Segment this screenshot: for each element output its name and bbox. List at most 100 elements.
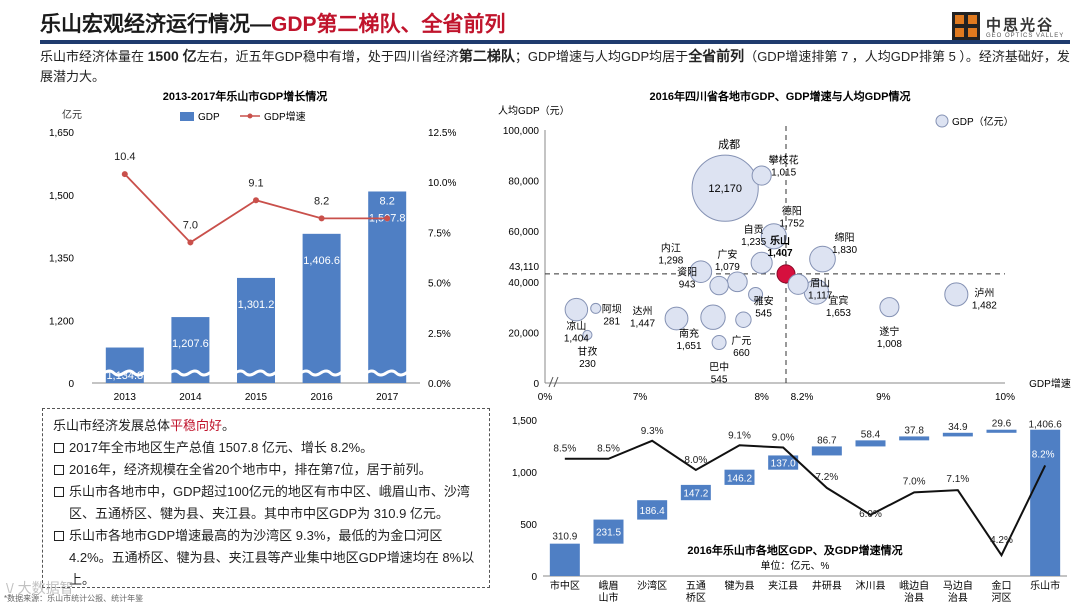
intro-paragraph: 乐山市经济体量在 1500 亿左右，近五年GDP稳中有增，处于四川省经济第二梯队…: [40, 48, 1070, 84]
city-gdp-label: 1,008: [877, 339, 902, 350]
x-tick-label: 9%: [876, 392, 891, 403]
city-bubble: [760, 223, 787, 250]
gdp-waterfall-bar: [768, 455, 799, 470]
growth-label: 4.2%: [990, 535, 1013, 546]
x-tick-label: 井研县: [812, 579, 842, 592]
gdp-value-label: 147.2: [683, 489, 708, 500]
growth-label: 8.5%: [553, 444, 576, 455]
gdp-value-label: 34.9: [948, 422, 968, 433]
city-gdp-label: 545: [755, 308, 772, 319]
growth-label: 7.0: [183, 219, 198, 231]
city-gdp-label: 660: [733, 348, 750, 359]
gdp-waterfall-bar: [899, 436, 930, 441]
city-bubble: [664, 306, 689, 331]
growth-label: 7.0%: [903, 476, 926, 487]
x-tick-label: 峨边自: [899, 579, 929, 592]
x-tick-label: 2016: [310, 392, 333, 403]
title-divider: [40, 40, 1070, 44]
chart-title: 2013-2017年乐山市GDP增长情况: [163, 89, 327, 103]
x-tick-label: 2015: [245, 392, 268, 403]
growth-label: 7.2%: [815, 472, 838, 483]
ref-x-label: 8.2%: [791, 392, 814, 403]
city-bubble: [711, 335, 727, 351]
city-bubble: [689, 260, 713, 283]
growth-line: [564, 439, 1047, 558]
gdp-waterfall-bar: [724, 469, 755, 485]
city-gdp-label: 1,830: [832, 245, 857, 256]
gdp-value-label: 37.8: [904, 425, 924, 436]
y-tick-label: 0: [531, 572, 537, 583]
gdp-value-label: 137.0: [771, 459, 796, 470]
city-name-label: 凉山: [566, 320, 586, 333]
gdp-value-label: 231.5: [596, 528, 621, 539]
city-gdp-label: 1,079: [715, 262, 740, 273]
x-tick-label: 犍为县: [725, 580, 755, 592]
city-bubble: [748, 286, 764, 302]
growth-label: 8.5%: [597, 444, 620, 455]
x-tick-label: 市中区: [550, 579, 580, 592]
growth-label: 8.2: [380, 195, 395, 207]
x-tick-label: 0%: [538, 392, 553, 403]
city-gdp-label: 943: [679, 280, 696, 291]
x-tick-label: 五通: [686, 580, 706, 592]
city-name-label: 泸州: [974, 287, 994, 299]
city-bubble: [590, 302, 602, 314]
gdp-value-label: 1,406.6: [1028, 420, 1062, 431]
x-tick-label: 2014: [179, 392, 202, 403]
ref-y-label: 43,110: [509, 262, 539, 273]
gdp-waterfall-bar: [811, 446, 842, 456]
gdp-waterfall-bar: [549, 543, 580, 576]
summary-box: 乐山市经济发展总体平稳向好。 2017年全市地区生产总值 1507.8 亿元、增…: [42, 408, 490, 588]
y-tick-label: 80,000: [508, 177, 539, 188]
city-gdp-label: 1,752: [779, 218, 804, 229]
city-bubble: [735, 311, 752, 328]
y-tick-label: 1,000: [512, 468, 537, 479]
data-source: *数据来源：乐山市统计公报、统计年鉴: [4, 594, 144, 603]
growth-label: 8.2: [314, 195, 329, 207]
x-tick-label: 治县: [948, 591, 968, 604]
city-bubble: [944, 282, 969, 307]
gdp-waterfall-bar: [637, 500, 668, 520]
city-gdp-label: 1,407: [767, 248, 792, 259]
gdp-bar: [368, 191, 407, 383]
gdp-bar-label: 1,207.6: [172, 338, 209, 350]
x-tick-label: 马边自: [943, 579, 973, 592]
growth-label: 8.0%: [684, 455, 707, 466]
city-bubble: [787, 273, 809, 295]
city-name-label: 巴中: [709, 361, 729, 374]
y-axis-label: 人均GDP（元）: [498, 105, 570, 117]
city-gdp-label: 1,651: [676, 341, 701, 352]
gdp-waterfall-bar: [855, 440, 886, 447]
axis-break-mark: [168, 369, 221, 377]
growth-point: [253, 197, 259, 204]
growth-label: 8.2%: [1032, 449, 1055, 460]
legend-marker-growth: [247, 113, 253, 119]
logo-text: 中思光谷: [986, 17, 1055, 34]
gdp-value-label: 310.9: [552, 532, 577, 543]
legend-bubble-icon: [935, 114, 949, 128]
growth-point: [187, 239, 194, 246]
x-tick-label: 2013: [114, 392, 137, 403]
axis-break-mark: [299, 369, 352, 377]
growth-label: 9.0%: [772, 433, 795, 444]
city-name-label: 德阳: [782, 204, 802, 217]
growth-point: [121, 171, 128, 178]
city-bubble: [564, 297, 589, 322]
logo-subtext: GEO OPTICS VALLEY: [986, 33, 1065, 39]
summary-heading: 乐山市经济发展总体平稳向好。: [53, 418, 236, 433]
page-title: 乐山宏观经济运行情况—GDP第二梯队、全省前列: [40, 13, 506, 36]
gdp-bar: [302, 233, 341, 383]
summary-item: 2016年，经济规模在全省20个地市中，排在第7位，居于前列。: [53, 459, 479, 481]
axis-break-mark: [102, 369, 155, 377]
gdp-waterfall-bar: [942, 432, 973, 437]
gdp-bar-label: 1,301.2: [238, 299, 275, 311]
city-name-label: 达州: [633, 305, 653, 317]
city-name-label: 甘孜: [577, 345, 597, 358]
city-bubble: [691, 154, 759, 222]
city-name-label: 眉山: [810, 277, 830, 289]
gdp-waterfall-bar: [1030, 429, 1061, 576]
y-tick-label: 0: [533, 379, 539, 390]
city-gdp-label: 1,404: [564, 334, 589, 345]
